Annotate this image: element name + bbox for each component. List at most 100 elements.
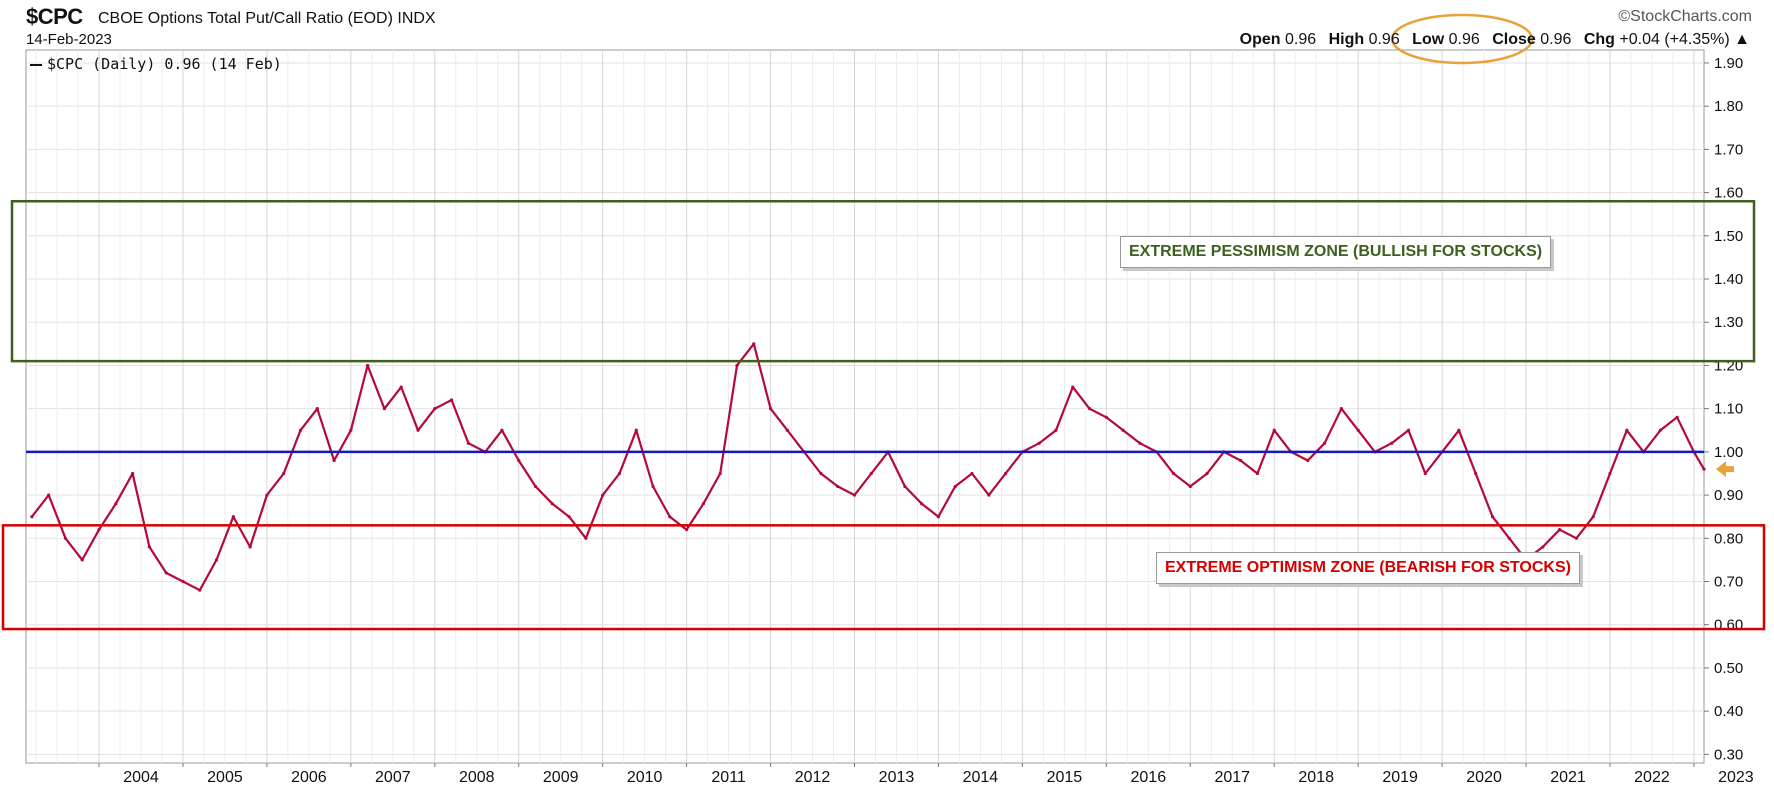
series-point <box>315 407 319 411</box>
series-point <box>1490 515 1495 519</box>
y-tick-label: 1.10 <box>1714 401 1743 418</box>
series-point <box>433 407 437 411</box>
high-label: High <box>1328 31 1365 48</box>
series-point <box>1205 471 1209 476</box>
series-point <box>920 502 924 506</box>
x-tick-label: 2010 <box>627 769 663 786</box>
plot-frame <box>25 49 1705 764</box>
series-point <box>231 515 235 519</box>
pessimism-zone-box <box>10 199 1756 363</box>
series-point <box>852 493 857 497</box>
series-point <box>1104 415 1108 419</box>
series-point <box>500 428 504 432</box>
series-point <box>399 385 403 389</box>
series-point <box>1255 471 1260 476</box>
series-point <box>1625 428 1629 432</box>
close-label: Close <box>1492 31 1536 48</box>
series-point <box>282 471 286 476</box>
chart-title: CBOE Options Total Put/Call Ratio (EOD) … <box>98 10 436 28</box>
series-point <box>1558 528 1562 532</box>
chart-title-text: CBOE Options Total Put/Call Ratio (EOD) <box>98 10 393 27</box>
series-point <box>97 528 101 532</box>
last-value-arrow-icon <box>1716 461 1734 478</box>
series-point <box>869 471 873 476</box>
x-tick-label: 2015 <box>1047 769 1083 786</box>
series-point <box>517 458 521 463</box>
series-point <box>1474 471 1478 476</box>
open-label: Open <box>1239 31 1281 48</box>
series-point <box>1138 441 1142 445</box>
ohlc-readout: Open 0.96 High 0.96 Low 0.96 Close 0.96 … <box>1240 31 1750 49</box>
symbol-label: $CPC <box>26 4 83 29</box>
series-point <box>366 363 370 368</box>
series-point <box>735 363 739 368</box>
series-point <box>1541 545 1545 549</box>
series-legend: $CPC (Daily) 0.96 (14 Feb) <box>30 55 282 73</box>
chg-value: +0.04 (+4.35%) <box>1619 31 1730 48</box>
series-point <box>601 493 605 497</box>
series-point <box>1171 471 1176 476</box>
series-point <box>1574 536 1579 540</box>
series-point <box>1658 428 1662 432</box>
y-tick-label: 0.60 <box>1714 617 1743 634</box>
chg-label: Chg <box>1583 31 1615 48</box>
series-point <box>1339 407 1343 411</box>
series-point <box>1121 428 1125 432</box>
y-tick-label: 0.50 <box>1714 660 1743 677</box>
x-tick-label: 2014 <box>963 769 999 786</box>
series-point <box>1406 428 1411 432</box>
series-point <box>550 502 554 506</box>
series-point <box>198 588 202 592</box>
x-tick-label: 2007 <box>375 769 411 786</box>
series-point <box>1423 471 1427 476</box>
low-label: Low <box>1412 31 1445 48</box>
y-tick-label: 0.30 <box>1714 746 1743 763</box>
series-point <box>214 558 219 562</box>
series-point <box>248 545 252 549</box>
y-tick-label: 0.70 <box>1714 574 1743 591</box>
x-tick-label: 2011 <box>711 769 746 786</box>
series-point <box>30 515 34 519</box>
series-point <box>1457 428 1461 432</box>
series-point <box>1591 515 1595 519</box>
x-tick-label: 2021 <box>1550 769 1586 786</box>
series-point <box>668 515 672 519</box>
series-point <box>265 493 269 497</box>
y-tick-label: 1.70 <box>1714 141 1743 158</box>
y-tick-label: 1.30 <box>1714 314 1743 331</box>
y-tick-label: 1.60 <box>1714 185 1743 202</box>
y-tick-label: 1.90 <box>1714 55 1743 72</box>
chg-up-arrow-icon: ▲ <box>1734 31 1750 48</box>
series-point <box>651 484 655 489</box>
series-point <box>1239 458 1243 463</box>
series-point <box>617 471 622 476</box>
series-point <box>181 579 185 584</box>
x-tick-label: 2004 <box>123 769 159 786</box>
series-point <box>903 484 907 489</box>
legend-text: $CPC (Daily) 0.96 (14 Feb) <box>47 55 282 73</box>
series-point <box>1507 536 1511 540</box>
series-point <box>970 471 974 476</box>
series-point <box>164 571 168 575</box>
series-point <box>382 407 387 411</box>
series-point <box>936 515 941 519</box>
optimism-zone-box <box>1 524 1766 631</box>
x-tick-label: 2013 <box>879 769 915 786</box>
x-tick-label: 2006 <box>291 769 327 786</box>
series-point <box>147 545 151 549</box>
high-value: 0.96 <box>1368 31 1400 48</box>
series-point <box>567 515 571 519</box>
y-tick-label: 1.00 <box>1714 444 1743 461</box>
series-point <box>1608 471 1612 476</box>
series-point <box>701 502 706 506</box>
series-point <box>987 493 991 497</box>
series-point <box>718 471 722 476</box>
series-point <box>836 484 840 489</box>
y-tick-label: 0.90 <box>1714 487 1743 504</box>
series-point <box>466 441 470 445</box>
series-point <box>114 502 118 506</box>
series-point <box>533 484 538 489</box>
series-point <box>1071 385 1075 389</box>
series-point <box>752 342 756 346</box>
series-point <box>953 484 957 489</box>
